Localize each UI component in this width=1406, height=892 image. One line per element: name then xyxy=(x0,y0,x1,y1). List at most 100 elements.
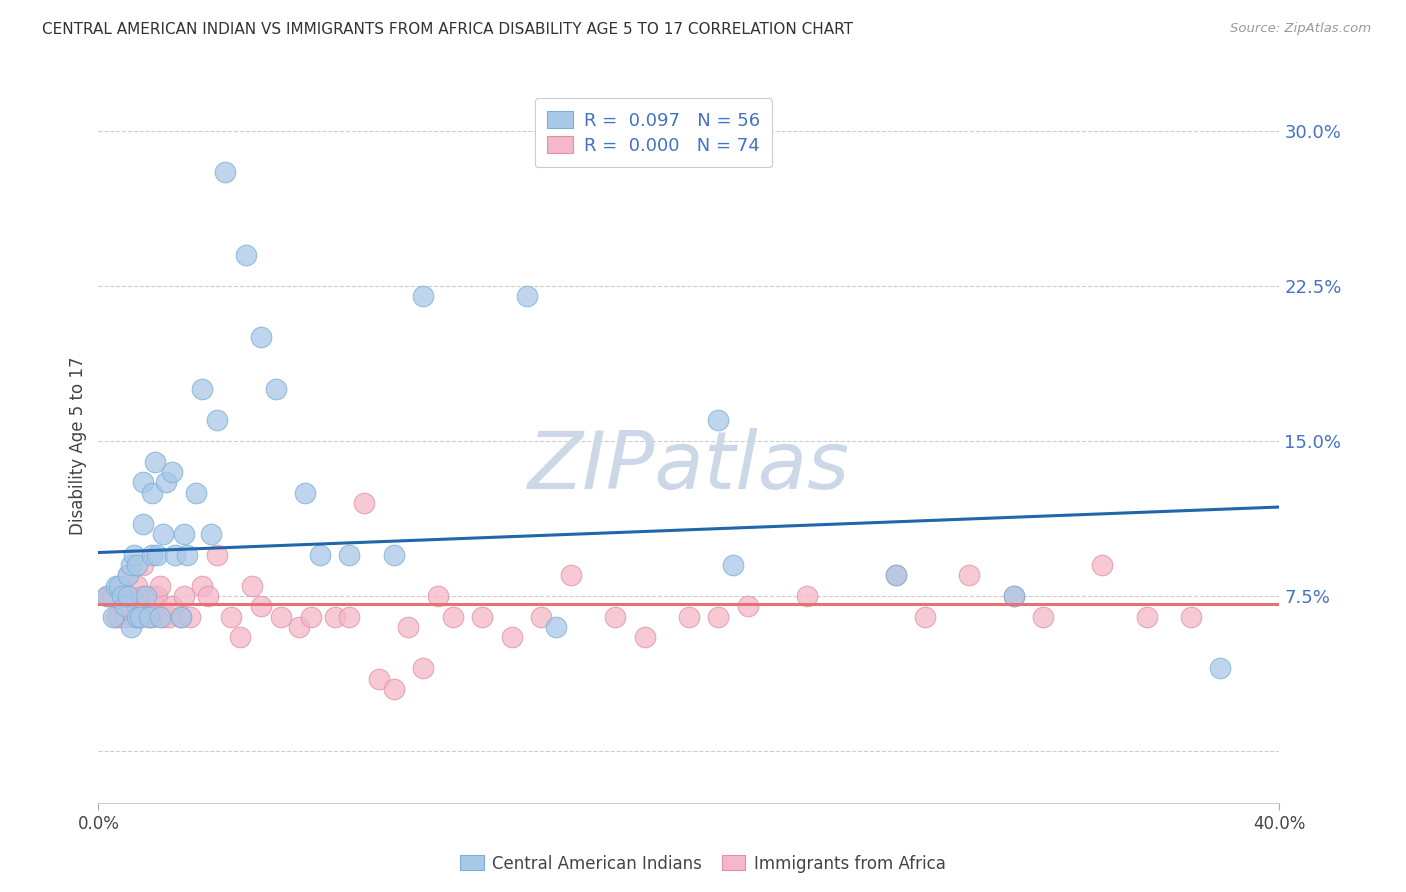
Point xyxy=(288,620,311,634)
Point xyxy=(179,609,201,624)
Point xyxy=(170,609,193,624)
Point xyxy=(214,165,236,179)
Point xyxy=(96,589,118,603)
Point xyxy=(219,609,242,624)
Point xyxy=(1091,558,1114,572)
Point xyxy=(132,558,155,572)
Point xyxy=(149,609,172,624)
Point xyxy=(152,609,174,624)
Point xyxy=(146,548,169,562)
Point xyxy=(122,609,145,624)
Point xyxy=(337,609,360,624)
Point xyxy=(125,609,148,624)
Point xyxy=(108,609,131,624)
Point xyxy=(117,589,139,603)
Point xyxy=(721,558,744,572)
Point xyxy=(114,599,136,614)
Point xyxy=(176,548,198,562)
Point xyxy=(143,599,166,614)
Point xyxy=(135,599,157,614)
Point xyxy=(396,620,419,634)
Point xyxy=(132,475,155,490)
Point xyxy=(132,589,155,603)
Point xyxy=(229,630,252,644)
Point xyxy=(120,620,142,634)
Point xyxy=(250,599,273,614)
Point xyxy=(128,609,150,624)
Point xyxy=(173,527,195,541)
Point xyxy=(141,589,163,603)
Point xyxy=(240,579,263,593)
Point xyxy=(105,609,128,624)
Point xyxy=(884,568,907,582)
Point xyxy=(633,630,655,644)
Point xyxy=(441,609,464,624)
Point xyxy=(191,579,214,593)
Point xyxy=(323,609,346,624)
Legend: Central American Indians, Immigrants from Africa: Central American Indians, Immigrants fro… xyxy=(454,848,952,880)
Point xyxy=(412,661,434,675)
Point xyxy=(98,589,121,603)
Point xyxy=(1032,609,1054,624)
Point xyxy=(884,568,907,582)
Point xyxy=(152,527,174,541)
Point xyxy=(353,496,375,510)
Point xyxy=(117,568,139,582)
Point xyxy=(737,599,759,614)
Point xyxy=(707,413,730,427)
Point xyxy=(184,485,207,500)
Point xyxy=(270,609,292,624)
Point xyxy=(125,558,148,572)
Point xyxy=(132,516,155,531)
Point xyxy=(205,413,228,427)
Point xyxy=(120,558,142,572)
Point xyxy=(141,548,163,562)
Point xyxy=(191,382,214,396)
Point xyxy=(959,568,981,582)
Point xyxy=(1209,661,1232,675)
Point xyxy=(544,620,567,634)
Text: ZIPatlas: ZIPatlas xyxy=(527,428,851,507)
Point xyxy=(141,485,163,500)
Point xyxy=(294,485,316,500)
Point xyxy=(138,609,160,624)
Point xyxy=(162,599,183,614)
Point xyxy=(515,289,537,303)
Point xyxy=(412,289,434,303)
Text: CENTRAL AMERICAN INDIAN VS IMMIGRANTS FROM AFRICA DISABILITY AGE 5 TO 17 CORRELA: CENTRAL AMERICAN INDIAN VS IMMIGRANTS FR… xyxy=(42,22,853,37)
Point xyxy=(138,609,160,624)
Point xyxy=(605,609,627,624)
Point xyxy=(200,527,222,541)
Point xyxy=(162,465,183,479)
Point xyxy=(122,548,145,562)
Y-axis label: Disability Age 5 to 17: Disability Age 5 to 17 xyxy=(69,357,87,535)
Point xyxy=(382,681,405,696)
Point xyxy=(205,548,228,562)
Point xyxy=(165,548,187,562)
Point xyxy=(111,579,134,593)
Point xyxy=(1180,609,1202,624)
Point xyxy=(141,609,163,624)
Point xyxy=(1135,609,1157,624)
Point xyxy=(368,672,391,686)
Legend: R =  0.097   N = 56, R =  0.000   N = 74: R = 0.097 N = 56, R = 0.000 N = 74 xyxy=(534,98,772,168)
Point xyxy=(678,609,700,624)
Point xyxy=(337,548,360,562)
Point xyxy=(796,589,818,603)
Point xyxy=(114,609,136,624)
Point xyxy=(105,579,128,593)
Point xyxy=(149,579,172,593)
Point xyxy=(143,454,166,468)
Point xyxy=(117,568,139,582)
Point xyxy=(135,589,157,603)
Text: Source: ZipAtlas.com: Source: ZipAtlas.com xyxy=(1230,22,1371,36)
Point xyxy=(125,599,148,614)
Point xyxy=(707,609,730,624)
Point xyxy=(1002,589,1025,603)
Point xyxy=(157,609,180,624)
Point xyxy=(235,248,257,262)
Point xyxy=(128,609,150,624)
Point xyxy=(197,589,219,603)
Point xyxy=(173,589,195,603)
Point xyxy=(471,609,494,624)
